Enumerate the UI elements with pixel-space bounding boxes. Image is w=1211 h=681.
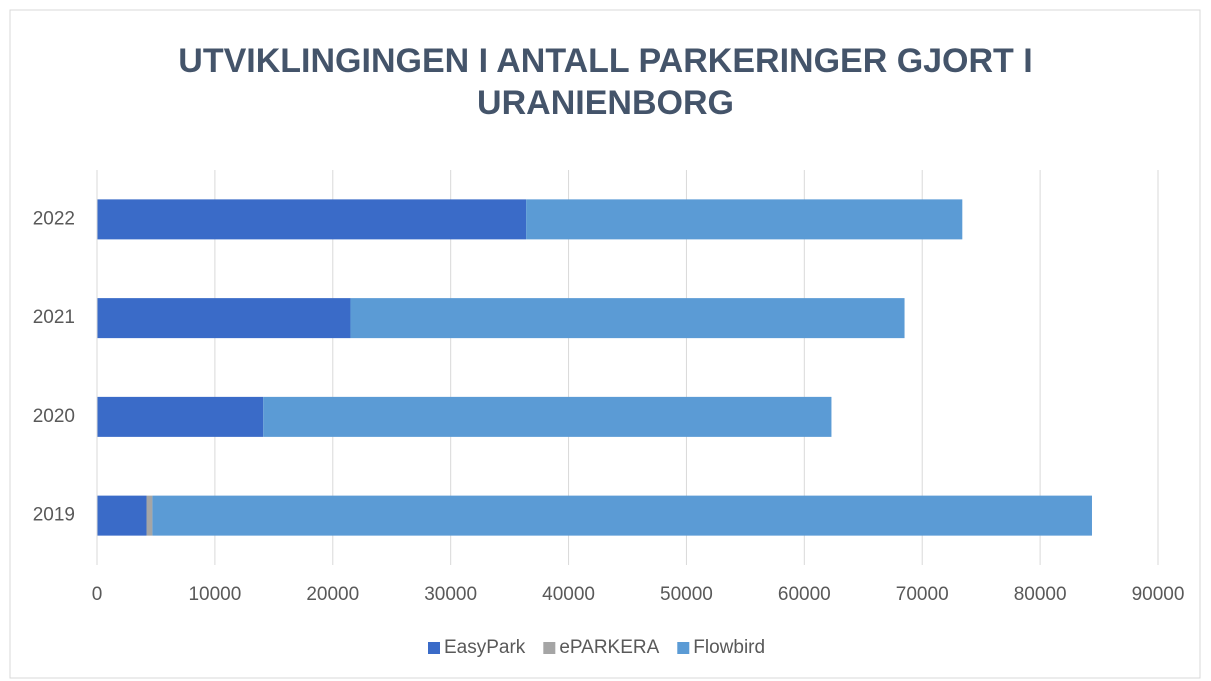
x-tick-label: 20000 xyxy=(306,584,359,605)
bar-segment xyxy=(97,199,527,240)
legend-label: EasyPark xyxy=(444,637,526,658)
legend-swatch xyxy=(543,642,556,654)
bar-segment xyxy=(350,298,905,339)
x-tick-label: 40000 xyxy=(542,584,595,605)
legend-swatch xyxy=(677,642,690,654)
x-tick-label: 0 xyxy=(92,584,103,605)
bar-segment xyxy=(152,495,1092,536)
x-tick-label: 90000 xyxy=(1132,584,1185,605)
x-tick-label: 50000 xyxy=(660,584,713,605)
legend-swatch xyxy=(428,642,440,654)
y-tick-label: 2019 xyxy=(33,505,75,526)
bar-segment xyxy=(263,396,832,437)
bar-segment xyxy=(97,298,351,339)
y-tick-label: 2021 xyxy=(33,307,75,328)
y-tick-label: 2022 xyxy=(33,208,75,229)
x-tick-label: 70000 xyxy=(896,584,949,605)
bar-segment xyxy=(526,199,963,240)
chart-border xyxy=(9,9,1201,679)
legend-label: Flowbird xyxy=(693,637,765,658)
x-tick-label: 30000 xyxy=(424,584,477,605)
chart-title: UTVIKLINGINGEN I ANTALL PARKERINGER GJOR… xyxy=(178,42,1033,122)
bar-segment xyxy=(146,495,153,536)
x-tick-label: 80000 xyxy=(1014,584,1067,605)
x-tick-label: 60000 xyxy=(778,584,831,605)
bar-segment xyxy=(97,396,264,437)
legend-label: ePARKERA xyxy=(559,637,659,658)
y-tick-label: 2020 xyxy=(33,406,75,427)
bar-segment xyxy=(97,495,147,536)
x-tick-label: 10000 xyxy=(188,584,241,605)
